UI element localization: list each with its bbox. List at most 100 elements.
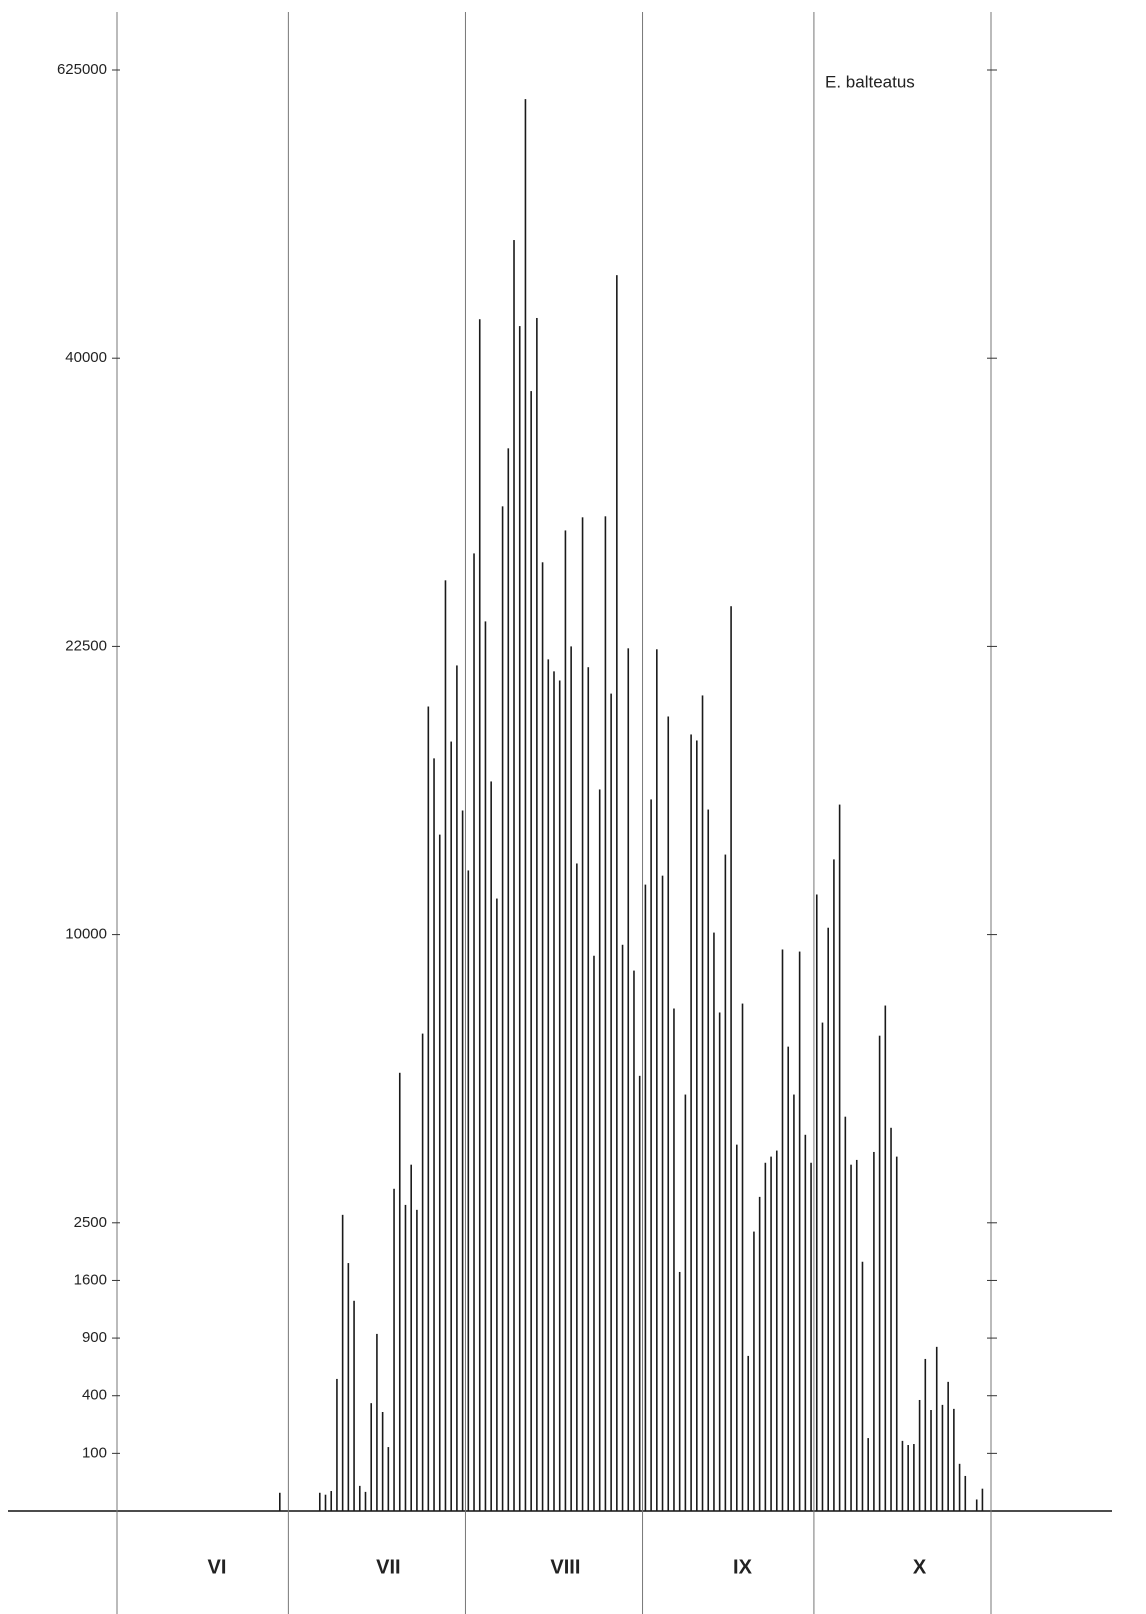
bar bbox=[513, 240, 515, 1512]
bar bbox=[958, 1463, 961, 1511]
bar bbox=[678, 1271, 681, 1511]
bar bbox=[376, 1333, 378, 1511]
bar bbox=[661, 875, 664, 1511]
bar bbox=[633, 970, 635, 1511]
bar bbox=[421, 1033, 424, 1511]
bar bbox=[861, 1261, 864, 1511]
bar bbox=[410, 1164, 412, 1511]
x-tick-label: VIII bbox=[550, 1556, 580, 1578]
bar bbox=[895, 1156, 898, 1511]
bar bbox=[758, 1196, 761, 1511]
bar bbox=[381, 1412, 384, 1511]
bar bbox=[450, 741, 452, 1511]
bar bbox=[318, 1492, 321, 1511]
bar bbox=[941, 1404, 944, 1511]
bar bbox=[667, 716, 670, 1511]
bar bbox=[581, 517, 584, 1511]
bar bbox=[701, 695, 704, 1511]
bar bbox=[438, 834, 441, 1511]
bar bbox=[610, 693, 612, 1511]
bar bbox=[764, 1162, 767, 1511]
bar bbox=[490, 781, 492, 1511]
bar bbox=[456, 665, 458, 1511]
bar bbox=[924, 1358, 927, 1511]
bar bbox=[393, 1188, 395, 1511]
y-tick-label: 400 bbox=[82, 1387, 107, 1404]
bar bbox=[827, 927, 829, 1511]
bar bbox=[358, 1485, 361, 1511]
bar bbox=[907, 1445, 909, 1511]
bar bbox=[981, 1488, 984, 1511]
bar bbox=[696, 740, 698, 1511]
bar bbox=[770, 1156, 772, 1511]
bar bbox=[364, 1491, 367, 1511]
bar bbox=[478, 319, 481, 1511]
bar bbox=[741, 1003, 744, 1511]
bar bbox=[347, 1263, 350, 1511]
bar bbox=[821, 1022, 824, 1511]
x-tick-label: VII bbox=[376, 1556, 400, 1578]
bar bbox=[467, 870, 470, 1511]
bar bbox=[330, 1491, 333, 1511]
bar bbox=[890, 1127, 892, 1511]
bar bbox=[718, 1012, 721, 1511]
bar bbox=[353, 1300, 355, 1511]
bar bbox=[838, 804, 841, 1511]
bar bbox=[775, 1150, 778, 1511]
bar bbox=[878, 1035, 881, 1511]
bar bbox=[598, 789, 601, 1511]
bar bbox=[370, 1403, 373, 1511]
bar bbox=[427, 706, 430, 1511]
bar bbox=[867, 1438, 869, 1511]
x-tick-label: VI bbox=[208, 1556, 227, 1578]
y-tick-label: 40000 bbox=[65, 349, 107, 366]
bar bbox=[593, 955, 595, 1511]
bar bbox=[536, 317, 538, 1512]
bar bbox=[753, 1231, 755, 1511]
bar bbox=[541, 562, 544, 1511]
y-tick-label: 10000 bbox=[65, 926, 107, 943]
bar bbox=[975, 1499, 978, 1511]
bar bbox=[793, 1094, 795, 1511]
bar bbox=[387, 1447, 390, 1511]
bar bbox=[918, 1399, 921, 1511]
y-tick-label: 22500 bbox=[65, 637, 107, 654]
bar bbox=[587, 667, 590, 1511]
bar bbox=[279, 1492, 281, 1511]
bar bbox=[781, 949, 784, 1511]
bar bbox=[947, 1381, 949, 1511]
bar bbox=[621, 944, 624, 1511]
bar bbox=[558, 680, 561, 1511]
bar bbox=[444, 580, 447, 1511]
bar bbox=[576, 863, 578, 1511]
bar bbox=[673, 1008, 675, 1511]
bar bbox=[484, 621, 487, 1511]
x-tick-label: X bbox=[913, 1556, 927, 1578]
bar bbox=[798, 951, 801, 1511]
bar bbox=[913, 1444, 915, 1511]
bar bbox=[815, 894, 818, 1511]
bar bbox=[433, 758, 435, 1511]
bar bbox=[901, 1440, 904, 1511]
bar bbox=[855, 1159, 858, 1511]
bar bbox=[341, 1214, 344, 1511]
bar bbox=[730, 606, 732, 1511]
bar bbox=[473, 553, 475, 1511]
bar bbox=[844, 1116, 847, 1511]
bar bbox=[604, 516, 607, 1511]
bar bbox=[964, 1475, 967, 1511]
bar bbox=[553, 671, 555, 1511]
bar bbox=[650, 799, 652, 1511]
bar bbox=[850, 1164, 852, 1511]
chart-title: E. balteatus bbox=[825, 72, 915, 91]
bar bbox=[935, 1346, 938, 1511]
bar bbox=[656, 649, 658, 1511]
y-tick-label: 625000 bbox=[57, 61, 107, 78]
bar bbox=[461, 810, 464, 1511]
y-tick-label: 100 bbox=[82, 1444, 107, 1461]
bar bbox=[518, 326, 521, 1512]
bar bbox=[638, 1075, 641, 1511]
bar bbox=[336, 1378, 338, 1511]
